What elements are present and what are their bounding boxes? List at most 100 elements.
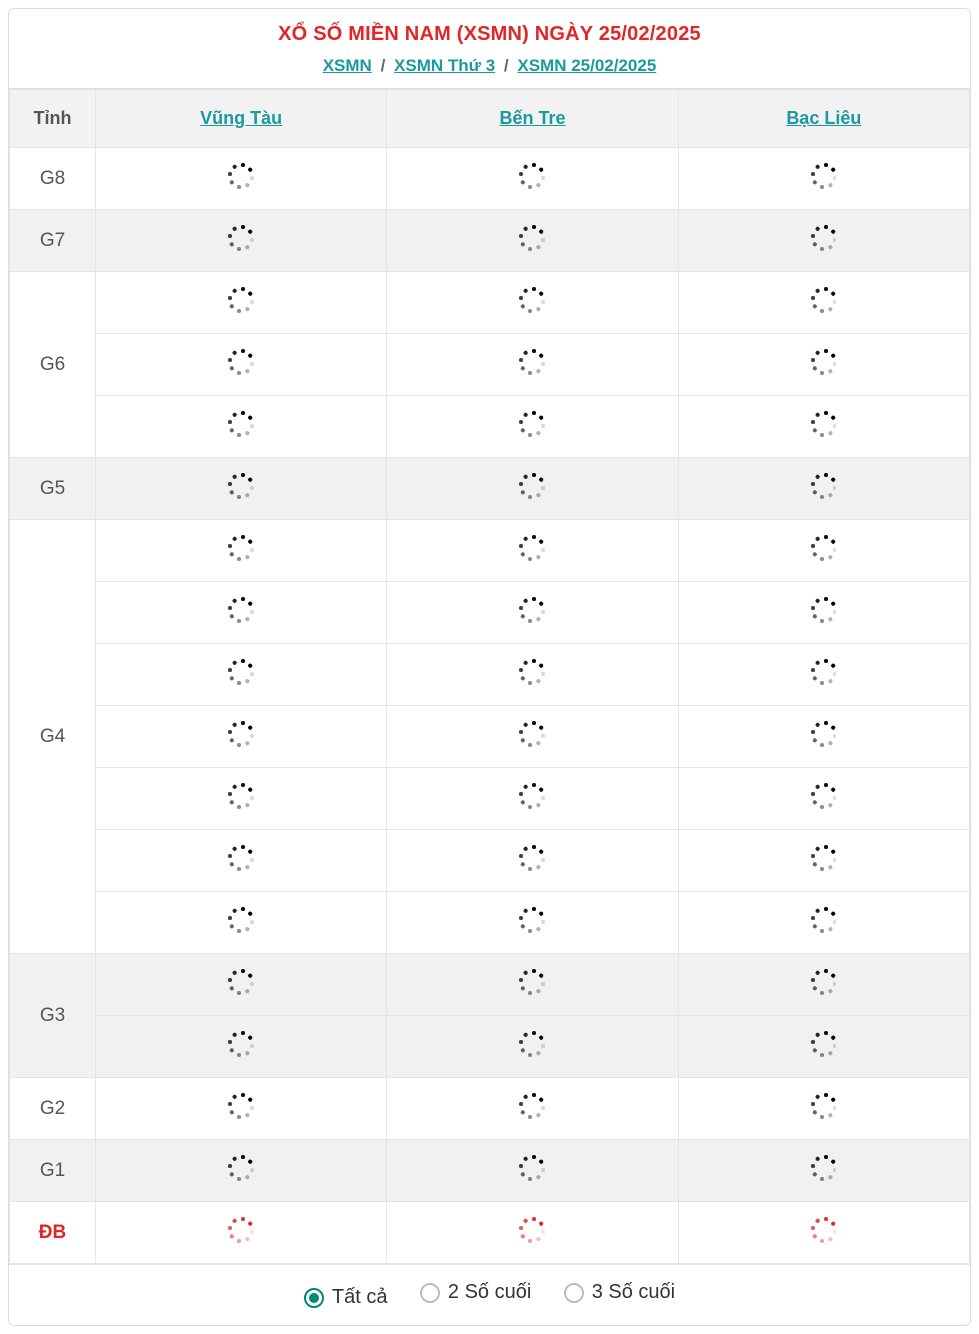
table-row — [10, 644, 970, 706]
result-cell — [387, 210, 678, 272]
table-row — [10, 706, 970, 768]
province-link-vungtau[interactable]: Vũng Tàu — [200, 108, 282, 128]
loading-spinner-icon — [230, 289, 252, 311]
breadcrumb-link-day[interactable]: XSMN Thứ 3 — [394, 56, 495, 75]
province-header: Vũng Tàu — [96, 90, 387, 148]
result-cell — [387, 892, 678, 954]
prize-label-G8: G8 — [10, 148, 96, 210]
loading-spinner-icon — [230, 537, 252, 559]
result-cell — [96, 706, 387, 768]
result-cell — [387, 768, 678, 830]
loading-spinner-icon — [521, 785, 543, 807]
loading-spinner-icon — [230, 599, 252, 621]
loading-spinner-icon — [813, 661, 835, 683]
loading-spinner-icon — [813, 1157, 835, 1179]
lottery-results-card: XỔ SỐ MIỀN NAM (XSMN) NGÀY 25/02/2025 XS… — [8, 8, 971, 1326]
result-cell — [678, 1016, 969, 1078]
table-row: G5 — [10, 458, 970, 520]
loading-spinner-icon — [230, 785, 252, 807]
result-cell — [96, 210, 387, 272]
province-link-baclieu[interactable]: Bạc Liêu — [786, 108, 861, 128]
loading-spinner-icon — [521, 661, 543, 683]
loading-spinner-icon — [813, 909, 835, 931]
result-cell — [387, 458, 678, 520]
loading-spinner-icon — [813, 1033, 835, 1055]
radio-icon — [420, 1283, 440, 1303]
loading-spinner-icon — [521, 971, 543, 993]
breadcrumb-link-xsmn[interactable]: XSMN — [323, 56, 372, 75]
result-cell — [387, 1016, 678, 1078]
loading-spinner-icon — [521, 909, 543, 931]
table-row — [10, 768, 970, 830]
loading-spinner-icon — [230, 723, 252, 745]
result-cell — [678, 830, 969, 892]
province-link-bentre[interactable]: Bến Tre — [499, 108, 565, 128]
prize-label-G2: G2 — [10, 1078, 96, 1140]
filter-bar: Tất cả 2 Số cuối 3 Số cuối — [9, 1264, 970, 1325]
result-cell — [678, 768, 969, 830]
result-cell — [678, 706, 969, 768]
result-cell — [96, 520, 387, 582]
result-cell — [387, 582, 678, 644]
province-header: Bạc Liêu — [678, 90, 969, 148]
result-cell — [96, 582, 387, 644]
loading-spinner-icon — [521, 847, 543, 869]
table-row: G8 — [10, 148, 970, 210]
table-row: G6 — [10, 272, 970, 334]
prize-label-DB: ĐB — [10, 1202, 96, 1264]
prize-label-G5: G5 — [10, 458, 96, 520]
result-cell — [387, 830, 678, 892]
radio-icon — [304, 1288, 324, 1308]
results-table: Tỉnh Vũng Tàu Bến Tre Bạc Liêu G8G7G6G5G… — [9, 89, 970, 1264]
loading-spinner-icon — [521, 413, 543, 435]
result-cell — [387, 148, 678, 210]
result-cell — [678, 148, 969, 210]
loading-spinner-icon — [521, 723, 543, 745]
table-row — [10, 892, 970, 954]
result-cell — [96, 1202, 387, 1264]
loading-spinner-icon — [521, 475, 543, 497]
loading-spinner-icon — [521, 227, 543, 249]
result-cell — [96, 1016, 387, 1078]
loading-spinner-icon — [230, 351, 252, 373]
table-row: G7 — [10, 210, 970, 272]
result-cell — [387, 644, 678, 706]
card-header: XỔ SỐ MIỀN NAM (XSMN) NGÀY 25/02/2025 XS… — [9, 9, 970, 89]
filter-label: 3 Số cuối — [592, 1281, 675, 1304]
filter-label: Tất cả — [332, 1286, 388, 1309]
table-row: G3 — [10, 954, 970, 1016]
result-cell — [678, 1078, 969, 1140]
result-cell — [678, 458, 969, 520]
loading-spinner-icon — [813, 227, 835, 249]
breadcrumb-separator: / — [381, 56, 386, 75]
breadcrumb: XSMN / XSMN Thứ 3 / XSMN 25/02/2025 — [17, 56, 962, 76]
result-cell — [96, 148, 387, 210]
result-cell — [387, 272, 678, 334]
loading-spinner-icon — [230, 909, 252, 931]
result-cell — [96, 644, 387, 706]
result-cell — [96, 892, 387, 954]
loading-spinner-icon — [521, 1095, 543, 1117]
loading-spinner-icon — [230, 165, 252, 187]
filter-option-last3[interactable]: 3 Số cuối — [564, 1281, 675, 1304]
filter-option-all[interactable]: Tất cả — [304, 1286, 388, 1309]
result-cell — [678, 210, 969, 272]
result-cell — [678, 1202, 969, 1264]
loading-spinner-icon — [813, 723, 835, 745]
result-cell — [96, 396, 387, 458]
loading-spinner-icon — [813, 971, 835, 993]
filter-option-last2[interactable]: 2 Số cuối — [420, 1281, 531, 1304]
table-row — [10, 1016, 970, 1078]
loading-spinner-icon — [521, 351, 543, 373]
loading-spinner-icon — [230, 1033, 252, 1055]
loading-spinner-icon — [230, 1095, 252, 1117]
prize-label-G4: G4 — [10, 520, 96, 954]
loading-spinner-icon — [521, 289, 543, 311]
breadcrumb-link-date[interactable]: XSMN 25/02/2025 — [517, 56, 656, 75]
loading-spinner-icon — [521, 165, 543, 187]
filter-label: 2 Số cuối — [448, 1281, 531, 1304]
table-row: G4 — [10, 520, 970, 582]
result-cell — [387, 1140, 678, 1202]
loading-spinner-icon — [813, 351, 835, 373]
loading-spinner-icon — [230, 1157, 252, 1179]
